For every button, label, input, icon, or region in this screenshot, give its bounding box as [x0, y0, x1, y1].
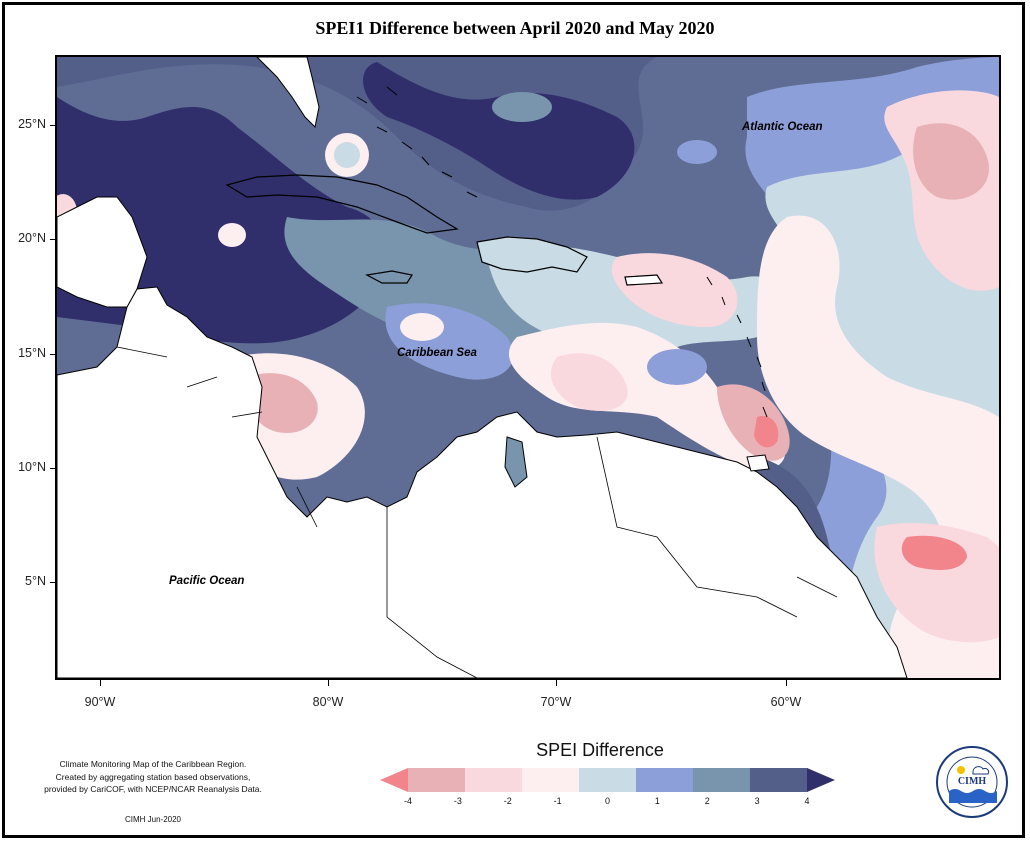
label-atlantic-ocean: Atlantic Ocean: [742, 121, 823, 133]
lon-tick-mark: [786, 680, 787, 686]
field-cell-yucatan-pink: [218, 223, 246, 247]
cloud-icon: [972, 766, 990, 775]
legend-swatch: [408, 768, 466, 792]
credit-date: CIMH Jun-2020: [124, 815, 182, 824]
lat-tick-mark: [50, 239, 56, 240]
islands-bahamas: [356, 86, 478, 198]
lon-tick-70w: 70°W: [540, 695, 572, 709]
legend-tick-label: -4: [403, 796, 412, 806]
legend-swatch: [636, 768, 694, 792]
land-puerto-rico: [624, 274, 664, 286]
legend-tick-label: 2: [704, 796, 710, 806]
lon-tick-mark: [556, 680, 557, 686]
field-class-neg2-central: [550, 353, 628, 411]
field-class-neg4-se: [901, 535, 967, 570]
credit-line-2: Created by aggregating station based obs…: [55, 771, 251, 782]
legend-swatch-min: [380, 768, 408, 792]
field-class-neg4-lesser: [754, 416, 779, 448]
legend-tick-label: 3: [754, 796, 760, 806]
field-class-neg3-sw: [246, 373, 318, 433]
lon-tick-60w: 60°W: [770, 695, 802, 709]
lon-tick-80w: 80°W: [312, 695, 344, 709]
legend-swatch: [750, 768, 808, 792]
label-pacific-ocean: Pacific Ocean: [169, 575, 245, 587]
field-cell-north-blue: [492, 92, 552, 122]
map-panel: Atlantic Ocean Caribbean Sea Pacific Oce…: [55, 55, 1001, 680]
waves-icon: [949, 789, 997, 803]
logo-label: CIMH: [957, 776, 987, 787]
field-cell-atlantic-blue: [677, 140, 717, 164]
lon-tick-mark: [328, 680, 329, 686]
islands-lesser-antilles: [706, 276, 768, 418]
lat-tick-20n: 20°N: [18, 231, 46, 245]
legend-swatch: [522, 768, 580, 792]
legend-tick-label: 4: [804, 796, 810, 806]
legend-swatch-max: [807, 768, 835, 792]
land-jamaica: [365, 270, 413, 284]
lon-tick-mark: [100, 680, 101, 686]
lon-tick-90w: 90°W: [84, 695, 116, 709]
cimh-logo: [936, 746, 1008, 818]
lat-tick-10n: 10°N: [18, 460, 46, 474]
legend-tick-label: -3: [453, 796, 462, 806]
credit-line-3: provided by CariCOF, with NCEP/NCAR Rean…: [44, 784, 262, 794]
legend-swatch: [465, 768, 523, 792]
sun-icon: [957, 766, 965, 774]
land-florida: [256, 57, 320, 129]
lat-tick-mark: [50, 582, 56, 583]
spei-map: [57, 57, 999, 678]
land-yucatan: [57, 196, 148, 308]
field-cell-lesser-blue: [647, 349, 707, 385]
field-cell-bahamas-blue: [334, 142, 360, 168]
lat-tick-mark: [50, 354, 56, 355]
land-hispaniola: [476, 236, 588, 273]
credit-line-1: Climate Monitoring Map of the Caribbean …: [59, 759, 247, 769]
lat-tick-5n: 5°N: [25, 574, 46, 588]
land-cuba: [225, 174, 459, 234]
legend-title: SPEI Difference: [536, 740, 664, 760]
field-cell-central-pink: [400, 313, 444, 341]
legend-tick-label: 0: [604, 796, 610, 806]
legend-tick-label: -1: [553, 796, 562, 806]
lat-tick-mark: [50, 468, 56, 469]
legend-colorbar: [380, 768, 835, 792]
legend-tick-label: 1: [654, 796, 660, 806]
label-caribbean-sea: Caribbean Sea: [397, 347, 477, 359]
field-class-4-north: [363, 62, 635, 200]
lat-tick-25n: 25°N: [18, 117, 46, 131]
credit-text: Climate Monitoring Map of the Caribbean …: [28, 758, 278, 796]
field-class-neg2-pr: [611, 253, 738, 327]
land-trinidad: [746, 454, 770, 472]
field-cell-ne-blue: [822, 102, 842, 116]
land-mainland: [57, 286, 908, 678]
lat-tick-15n: 15°N: [18, 346, 46, 360]
lake-maracaibo: [504, 436, 528, 488]
lat-tick-mark: [50, 125, 56, 126]
map-title: SPEI1 Difference between April 2020 and …: [315, 18, 715, 38]
legend-swatch: [579, 768, 637, 792]
field-class-neg3-ne: [913, 123, 989, 200]
legend-tick-label: -2: [503, 796, 512, 806]
legend-swatch: [693, 768, 751, 792]
country-borders: [116, 346, 838, 678]
